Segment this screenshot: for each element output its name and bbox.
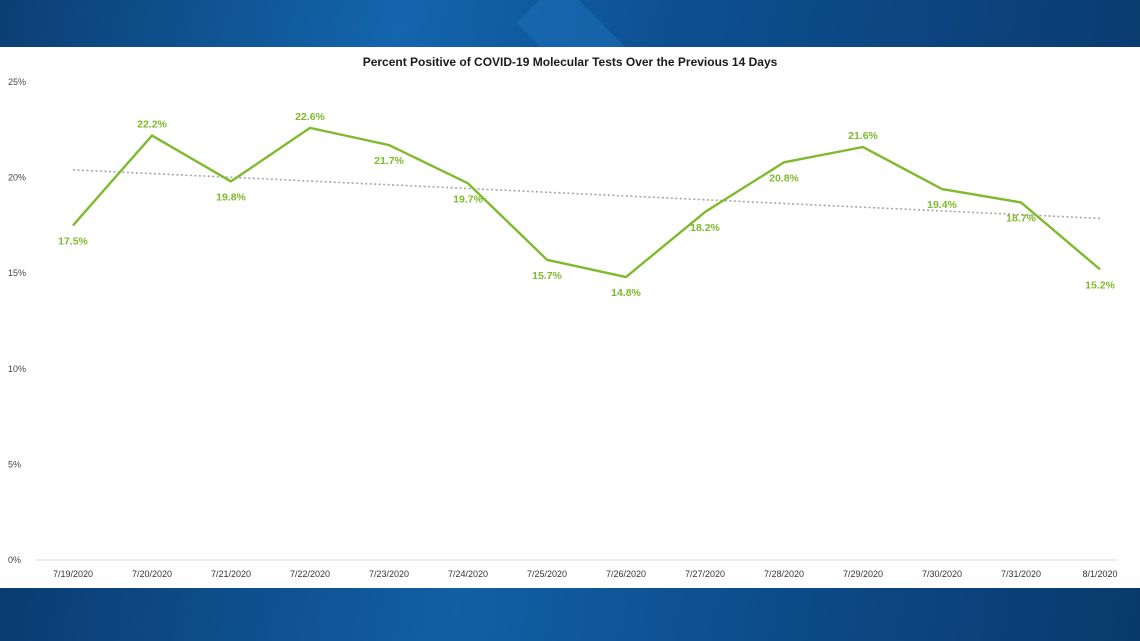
data-label: 19.4%	[927, 199, 957, 211]
x-tick-label: 8/1/2020	[1082, 569, 1117, 579]
data-label: 22.2%	[137, 119, 167, 131]
data-label: 22.6%	[295, 111, 325, 123]
data-label: 18.2%	[690, 222, 720, 234]
chart-title: Percent Positive of COVID-19 Molecular T…	[363, 55, 778, 69]
x-tick-label: 7/30/2020	[922, 569, 962, 579]
y-tick-label: 10%	[8, 364, 26, 374]
x-tick-label: 7/29/2020	[843, 569, 883, 579]
x-tick-label: 7/19/2020	[53, 569, 93, 579]
data-label: 19.8%	[216, 191, 246, 203]
chart-panel: Percent Positive of COVID-19 Molecular T…	[0, 47, 1140, 588]
y-tick-label: 0%	[8, 555, 21, 565]
trendline	[72, 169, 1101, 220]
data-label: 20.8%	[769, 172, 799, 184]
data-label: 15.7%	[532, 270, 562, 282]
x-tick-label: 7/25/2020	[527, 569, 567, 579]
data-labels: 17.5% 22.2% 19.8% 22.6% 21.7% 19.7% 15.7% 14.8%…	[58, 111, 1115, 299]
x-tick-label: 7/24/2020	[448, 569, 488, 579]
x-tick-label: 7/22/2020	[290, 569, 330, 579]
data-label: 21.6%	[848, 130, 878, 142]
data-label: 14.8%	[611, 287, 641, 299]
line-chart: Percent Positive of COVID-19 Molecular T…	[8, 55, 1118, 579]
y-axis-ticks: 0% 5% 10% 15% 20% 25%	[8, 77, 26, 565]
data-label: 21.7%	[374, 155, 404, 167]
y-tick-label: 25%	[8, 77, 26, 87]
series-line	[72, 126, 1101, 279]
data-label: 17.5%	[58, 235, 88, 247]
x-tick-label: 7/31/2020	[1001, 569, 1041, 579]
x-tick-label: 7/20/2020	[132, 569, 172, 579]
top-banner	[0, 0, 1140, 108]
data-label: 18.7%	[1006, 212, 1036, 224]
y-tick-label: 20%	[8, 173, 26, 183]
x-tick-label: 7/28/2020	[764, 569, 804, 579]
data-label: 19.7%	[453, 193, 483, 205]
x-tick-label: 7/27/2020	[685, 569, 725, 579]
x-axis-ticks: 7/19/2020 7/20/2020 7/21/2020 7/22/2020 7/23…	[53, 569, 1118, 579]
x-tick-label: 7/23/2020	[369, 569, 409, 579]
x-tick-label: 7/21/2020	[211, 569, 251, 579]
data-label: 15.2%	[1085, 279, 1115, 291]
y-tick-label: 5%	[8, 459, 21, 469]
y-tick-label: 15%	[8, 268, 26, 278]
x-tick-label: 7/26/2020	[606, 569, 646, 579]
bottom-banner	[0, 588, 1140, 641]
